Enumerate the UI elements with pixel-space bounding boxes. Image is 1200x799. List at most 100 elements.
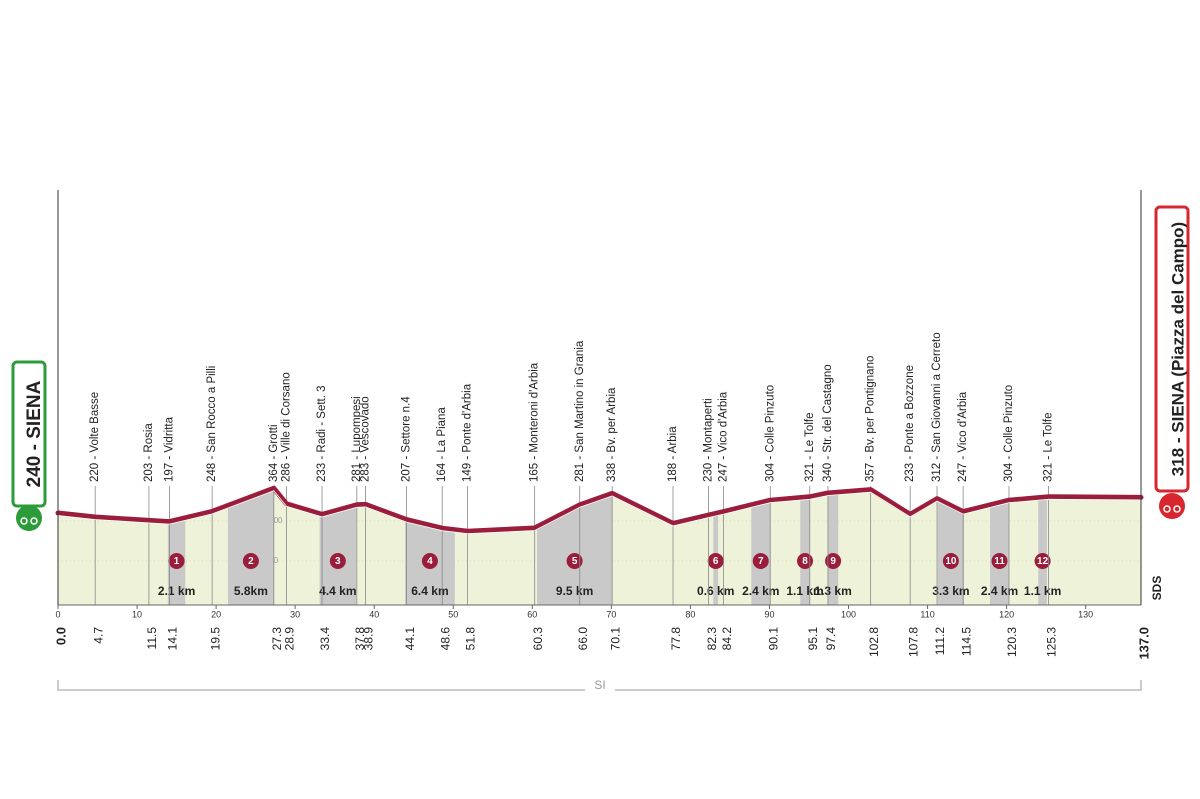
sector-length: 1.1 km (1024, 584, 1061, 598)
sector-badge (1034, 553, 1051, 569)
sector-length: 4.4 km (319, 584, 356, 598)
sector-number: 6 (713, 556, 719, 567)
km-label: 37.8 (353, 627, 367, 651)
finish-icon (1159, 493, 1185, 519)
sector (827, 488, 839, 605)
waypoint-label: 304 - Colle Pinzuto (1003, 385, 1015, 482)
waypoint-label: 304 - Colle Pinzuto (764, 385, 776, 482)
finish-icon (1173, 505, 1181, 513)
finish-box (1154, 205, 1190, 493)
sector-number: 3 (335, 556, 341, 567)
sector (751, 488, 771, 605)
waypoint-label: 248 - San Rocco a Pilli (206, 366, 218, 482)
waypoint-label: 188 - Arbia (667, 426, 679, 482)
waypoint-label: 286 - Ville di Corsano (280, 372, 292, 482)
sector-number: 12 (1037, 556, 1049, 567)
start-icon (16, 505, 42, 531)
sector-number: 10 (945, 556, 957, 567)
waypoint-label: 281 - Lupompesi (351, 396, 363, 482)
km-label: 111.2 (933, 627, 947, 656)
waypoint-label: 203 - Rosia (143, 423, 155, 482)
waypoint-label: 165 - Monteroni d'Arbia (529, 362, 541, 482)
km-label: 0.0 (53, 627, 68, 645)
km-label: 60.3 (531, 627, 545, 651)
x-tick-label: 130 (1078, 609, 1093, 619)
x-tick-label: 70 (606, 609, 616, 619)
start-label: 240 - SIENA (24, 380, 45, 487)
km-label: 84.2 (720, 627, 734, 651)
logo: SDS (1150, 576, 1164, 601)
sector-number: 4 (427, 556, 433, 567)
sector-badge (566, 553, 583, 569)
waypoint-label: 247 - Vico d'Arbia (957, 391, 969, 482)
sector-badge (329, 553, 346, 569)
sector-badge (825, 553, 842, 569)
sector-badge (421, 553, 438, 569)
waypoint-label: 207 - Settore n.4 (401, 396, 413, 482)
km-label: 137.0 (1136, 627, 1151, 660)
waypoint-label: 338 - Bv. per Arbia (606, 387, 618, 482)
x-tick-label: 0 (55, 609, 60, 619)
waypoint-label: 247 - Vico d'Arbia (718, 391, 730, 482)
km-label: 125.3 (1045, 627, 1059, 657)
waypoint-label: 197 - Vidritta (163, 416, 175, 482)
waypoint-label: 312 - San Giovanni a Cerreto (931, 332, 943, 482)
sector (227, 488, 274, 605)
km-label: 82.3 (705, 627, 719, 651)
km-label: 44.1 (403, 627, 417, 651)
sector-number: 2 (248, 556, 254, 567)
km-label: 38.9 (362, 627, 376, 651)
sector-badge (242, 553, 259, 569)
waypoint-label: 321 - Le Tolfe (804, 413, 816, 482)
sector-length: 9.5 km (556, 584, 593, 598)
sector-length: 3.3 km (932, 584, 969, 598)
sector-number: 5 (572, 556, 578, 567)
finish-icon (1163, 505, 1171, 513)
sector-length: 2.4 km (981, 584, 1018, 598)
sector-badge (168, 553, 185, 569)
sector-length: 2.4 km (742, 584, 779, 598)
sector-badge (991, 553, 1008, 569)
x-tick-label: 50 (448, 609, 458, 619)
y-tick-label: 0 (274, 556, 279, 565)
km-label: 66.0 (576, 627, 590, 651)
waypoint-label: 364 - Grotti (268, 424, 280, 482)
sector-length: 6.4 km (411, 584, 448, 598)
km-label: 14.1 (166, 627, 180, 651)
sector-badge (797, 553, 814, 569)
waypoint-label: 220 - Volte Basse (89, 392, 101, 482)
sector-badge (752, 553, 769, 569)
km-label: 4.7 (91, 627, 105, 644)
sector-number: 7 (758, 556, 764, 567)
km-label: 70.1 (608, 627, 622, 651)
km-label: 114.5 (959, 627, 973, 656)
waypoint-label: 357 - Bv. per Pontignano (865, 356, 877, 482)
sector-length: 5.8km (234, 584, 268, 598)
sector-length: 2.1 km (158, 584, 195, 598)
x-tick-label: 80 (685, 609, 695, 619)
km-label: 51.8 (464, 627, 478, 651)
waypoint-label: 164 - La Piana (436, 407, 448, 482)
sector-length: 1.1 km (786, 584, 823, 598)
km-label: 95.1 (806, 627, 820, 651)
sector-number: 1 (174, 556, 180, 567)
waypoint-label: 233 - Radi - Sett. 3 (316, 385, 328, 482)
km-label: 11.5 (145, 627, 159, 650)
km-label: 97.4 (824, 627, 838, 651)
km-label: 33.4 (318, 627, 332, 651)
km-label: 120.3 (1005, 627, 1019, 657)
km-label: 102.8 (867, 627, 881, 657)
waypoint-label: 321 - Le Tolfe (1043, 413, 1055, 482)
km-label: 48.6 (438, 627, 452, 651)
waypoint-label: 281 - San Martino in Grania (574, 340, 586, 482)
km-label: 28.9 (283, 627, 297, 651)
x-tick-label: 100 (841, 609, 856, 619)
sector (713, 488, 719, 605)
x-tick-label: 60 (527, 609, 537, 619)
x-tick-label: 110 (920, 609, 934, 619)
x-tick-label: 10 (132, 609, 142, 619)
km-label: 107.8 (906, 627, 920, 657)
sector (1038, 488, 1047, 605)
x-tick-label: 30 (290, 609, 300, 619)
